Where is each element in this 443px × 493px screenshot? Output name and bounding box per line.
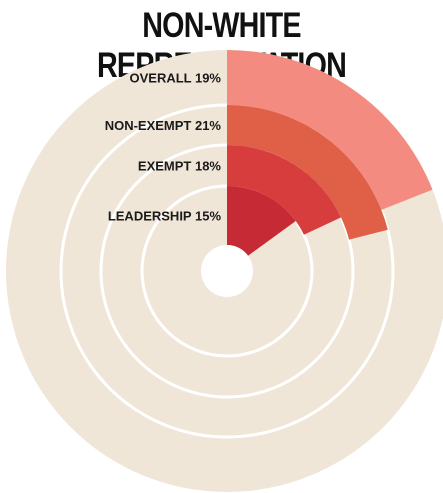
value-arcs bbox=[227, 50, 433, 256]
center-hole bbox=[201, 245, 253, 297]
ring-label-overall: OVERALL 19% bbox=[129, 71, 221, 86]
arc-exempt bbox=[227, 145, 342, 235]
arc-overall bbox=[227, 50, 433, 210]
ring-label-leadership: LEADERSHIP 15% bbox=[108, 209, 222, 224]
ring-labels: OVERALL 19% NON-EXEMPT 21% EXEMPT 18% LEADE… bbox=[105, 71, 222, 224]
ring-label-exempt: EXEMPT 18% bbox=[138, 159, 222, 174]
arc-leadership bbox=[227, 186, 296, 256]
arc-non-exempt bbox=[227, 105, 388, 240]
ring-label-non-exempt: NON-EXEMPT 21% bbox=[105, 118, 222, 133]
